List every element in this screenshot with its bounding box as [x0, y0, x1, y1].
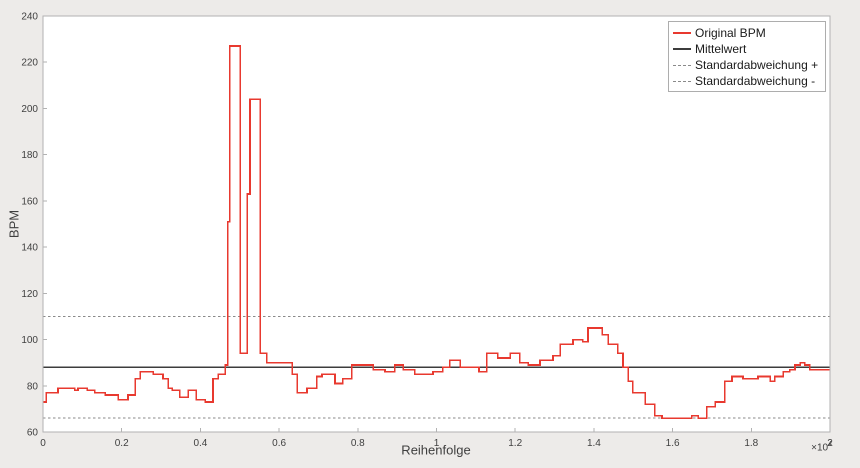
x-tick-label: 1.6 [666, 438, 680, 449]
y-tick-label: 140 [21, 243, 38, 254]
legend-entry-label: Standardabweichung - [695, 74, 816, 88]
x-tick-label: 0.6 [272, 438, 286, 449]
y-axis-label: BPM [6, 209, 22, 239]
y-tick-label: 80 [27, 381, 39, 392]
legend[interactable]: Original BPM Mittelwert Standardabweichung… [668, 21, 826, 92]
legend-line-swatch [673, 64, 691, 66]
x-tick-label: 0.2 [115, 438, 129, 449]
legend-entry-label: Standardabweichung + [695, 58, 819, 72]
legend-line-swatch [673, 32, 691, 34]
legend-entry: Mittelwert [669, 41, 825, 57]
x-tick-label: 1 [434, 438, 440, 449]
legend-entry: Standardabweichung + [669, 57, 825, 73]
y-tick-label: 60 [27, 428, 39, 439]
y-tick-label: 120 [21, 289, 38, 300]
y-tick-label: 200 [21, 104, 38, 115]
y-tick-label: 240 [21, 12, 38, 23]
x-axis-multiplier-exponent: 4 [828, 441, 832, 448]
x-axis-multiplier: ×104 [811, 441, 832, 453]
legend-entry-label: Original BPM [695, 26, 766, 40]
x-tick-label: 0.4 [193, 438, 207, 449]
y-tick-label: 160 [21, 196, 38, 207]
legend-line-swatch [673, 80, 691, 82]
y-tick-label: 220 [21, 58, 38, 69]
x-tick-label: 0 [40, 438, 46, 449]
axes-box [42, 15, 831, 433]
y-tick-label: 100 [21, 335, 38, 346]
bpm-step-line [43, 45, 830, 419]
x-tick-label: 2 [827, 438, 833, 449]
legend-line-swatch [673, 48, 691, 50]
legend-entry-label: Mittelwert [695, 42, 747, 56]
x-tick-label: 1.8 [744, 438, 758, 449]
x-tick-label: 0.8 [351, 438, 365, 449]
legend-entry: Standardabweichung - [669, 73, 825, 89]
x-axis-label: Reihenfolge [401, 442, 471, 458]
x-axis-multiplier-base: ×10 [811, 442, 829, 454]
x-tick-label: 1.4 [587, 438, 601, 449]
legend-entry: Original BPM [669, 25, 825, 41]
x-tick-label: 1.2 [508, 438, 522, 449]
y-tick-label: 180 [21, 150, 38, 161]
